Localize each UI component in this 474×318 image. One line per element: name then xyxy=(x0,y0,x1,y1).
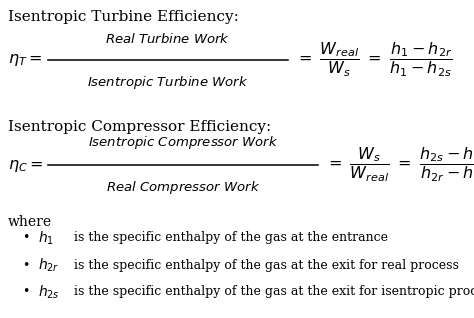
Text: $h_{2s}$: $h_{2s}$ xyxy=(38,283,60,301)
Text: $\mathit{Isentropic\ Compressor\ Work}$: $\mathit{Isentropic\ Compressor\ Work}$ xyxy=(88,134,278,151)
Text: $\eta_T =$: $\eta_T =$ xyxy=(8,52,42,68)
Text: $h_1$: $h_1$ xyxy=(38,229,54,247)
Text: •: • xyxy=(22,259,29,272)
Text: Isentropic Compressor Efficiency:: Isentropic Compressor Efficiency: xyxy=(8,120,271,134)
Text: is the specific enthalpy of the gas at the entrance: is the specific enthalpy of the gas at t… xyxy=(70,232,388,245)
Text: •: • xyxy=(22,232,29,245)
Text: is the specific enthalpy of the gas at the exit for isentropic process: is the specific enthalpy of the gas at t… xyxy=(70,286,474,299)
Text: $\mathit{Real\ Compressor\ Work}$: $\mathit{Real\ Compressor\ Work}$ xyxy=(106,179,260,196)
Text: $=\ \dfrac{W_s}{W_{real}}\ =\ \dfrac{h_{2s} - h_1}{h_{2r} - h_1}$: $=\ \dfrac{W_s}{W_{real}}\ =\ \dfrac{h_{… xyxy=(325,146,474,184)
Text: $\eta_C =$: $\eta_C =$ xyxy=(8,156,43,174)
Text: is the specific enthalpy of the gas at the exit for real process: is the specific enthalpy of the gas at t… xyxy=(70,259,459,272)
Text: where: where xyxy=(8,215,52,229)
Text: $\mathit{Real\ Turbine\ Work}$: $\mathit{Real\ Turbine\ Work}$ xyxy=(105,32,230,46)
Text: $\mathit{Isentropic\ Turbine\ Work}$: $\mathit{Isentropic\ Turbine\ Work}$ xyxy=(87,74,249,91)
Text: Isentropic Turbine Efficiency:: Isentropic Turbine Efficiency: xyxy=(8,10,239,24)
Text: •: • xyxy=(22,286,29,299)
Text: $=\ \dfrac{W_{real}}{W_s}\ =\ \dfrac{h_1 - h_{2r}}{h_1 - h_{2s}}$: $=\ \dfrac{W_{real}}{W_s}\ =\ \dfrac{h_1… xyxy=(295,41,453,79)
Text: $h_{2r}$: $h_{2r}$ xyxy=(38,256,60,274)
